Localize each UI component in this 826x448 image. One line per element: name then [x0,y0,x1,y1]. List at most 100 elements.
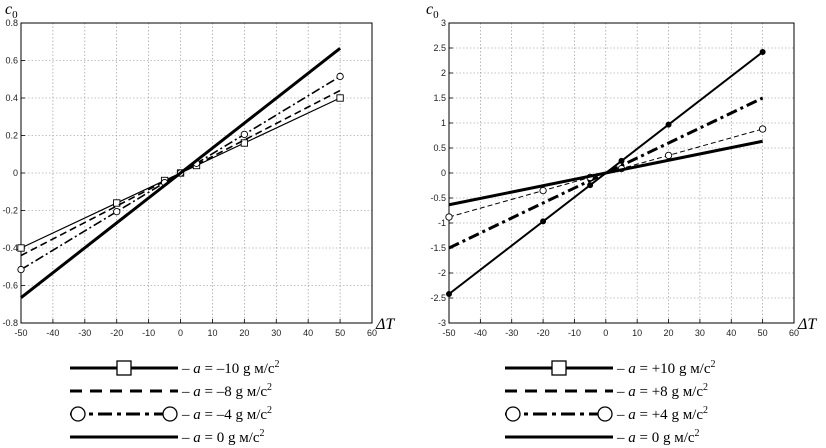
legend-text-part: a [193,430,201,446]
x-tick-label: 40 [726,328,736,338]
legend-text-part: g м/с [232,407,268,423]
dot-marker [618,157,625,164]
square-marker [336,94,344,102]
y-axis-label: c0 [426,1,439,21]
legend-text-part: g м/с [668,384,704,400]
y-tick-label: 2.5 [433,43,446,53]
square-marker [17,244,25,252]
dot-marker [587,182,594,189]
x-tick-label: -10 [142,328,155,338]
square-marker [240,139,249,147]
circle-marker [597,406,613,422]
circle-marker [758,125,767,133]
square-marker [551,360,567,376]
dot-marker [445,290,452,297]
y-tick-label: -0.2 [2,206,18,216]
legend-text-part: 0 [217,430,225,446]
x-tick-label: -50 [442,328,455,338]
legend-superscript: 2 [703,382,708,393]
circle-marker [505,406,521,422]
x-tick-label: 30 [271,328,281,338]
legend-text-part: – [616,361,628,377]
legend-label-2: – a = –4 g м/с2 [181,405,272,423]
legend-superscript: 2 [267,405,272,416]
dot-marker [665,121,672,128]
circle-marker [445,213,453,221]
x-axis-label: ΔT [375,316,395,333]
x-tick-label: 30 [695,328,705,338]
x-tick-label: -30 [505,328,518,338]
x-tick-label: 40 [303,328,313,338]
legend-label-0: – a = –10 g м/с2 [181,359,280,377]
y-axis-label-sub: 0 [12,9,18,21]
legend-text-part: – [616,384,628,400]
x-tick-label: -20 [537,328,550,338]
legend-text-part: –8 [216,384,232,400]
legend-text-part: – [181,430,193,446]
x-tick-label: 50 [335,328,345,338]
legend-text-part: 0 [652,430,660,446]
legend-text-part: = [636,384,652,400]
x-tick-label: -10 [568,328,581,338]
legend-text-part: g м/с [675,361,711,377]
circle-marker [17,265,25,274]
y-tick-label: 0.4 [5,93,18,103]
y-tick-label: -3 [438,318,446,328]
y-axis-label-main: c [5,1,12,18]
circle-marker [113,207,121,216]
y-tick-label: -1.5 [430,243,446,253]
x-tick-label: 20 [664,328,674,338]
x-tick-label: -40 [46,328,59,338]
legend-text-part: –10 [216,361,240,377]
legend-text-part: = [636,407,652,423]
y-tick-label: 1.5 [433,93,446,103]
y-tick-label: 3 [441,18,446,28]
circle-marker [70,406,86,422]
y-tick-label: -0.8 [2,318,18,328]
legend-text-part: = [636,361,652,377]
legend-label-3: – a = 0 g м/с2 [181,428,265,446]
legend-text-part: – [181,361,193,377]
x-tick-label: 60 [789,328,799,338]
square-marker [113,199,121,207]
y-tick-label: 0 [13,168,18,178]
x-tick-label: 10 [207,328,217,338]
y-axis-label-main: c [426,1,433,18]
x-tick-label: -40 [474,328,487,338]
legend-label-1: – a = +8 g м/с2 [616,382,708,400]
x-axis-label: ΔT [797,316,817,333]
y-tick-label: -2.5 [430,293,446,303]
legend-superscript: 2 [695,428,700,439]
series-line-3 [448,139,763,207]
legend-label-1: – a = –8 g м/с2 [181,382,272,400]
y-tick-label: 0.6 [5,56,18,66]
legend-label-2: – a = +4 g м/с2 [616,405,708,423]
series-line-3 [20,47,342,299]
y-tick-label: 0 [441,168,446,178]
circle-marker [336,72,344,81]
circle-marker [162,406,178,422]
legend-text-part: a [628,361,636,377]
legend-text-part: – [181,407,193,423]
legend-text-part: a [628,407,636,423]
legend-text-part: – [616,430,628,446]
y-tick-label: 2 [441,68,446,78]
circle-marker [664,151,673,160]
x-tick-label: 10 [632,328,642,338]
legend-text-part: a [628,384,636,400]
legend-text-part: a [193,384,201,400]
legend-superscript: 2 [267,382,272,393]
x-tick-label: 20 [239,328,249,338]
legend-text-part: a [193,407,201,423]
circle-marker [539,186,547,195]
legend-text-part: g м/с [232,384,268,400]
legend-text-part: –4 [216,407,233,423]
y-axis-label: c0 [5,1,18,21]
legend-text-part: +4 [652,407,668,423]
y-tick-label: -0.5 [430,193,446,203]
y-axis-label-sub: 0 [433,9,439,21]
x-tick-label: 60 [367,328,377,338]
legend-superscript: 2 [711,359,716,370]
legend-superscript: 2 [275,359,280,370]
